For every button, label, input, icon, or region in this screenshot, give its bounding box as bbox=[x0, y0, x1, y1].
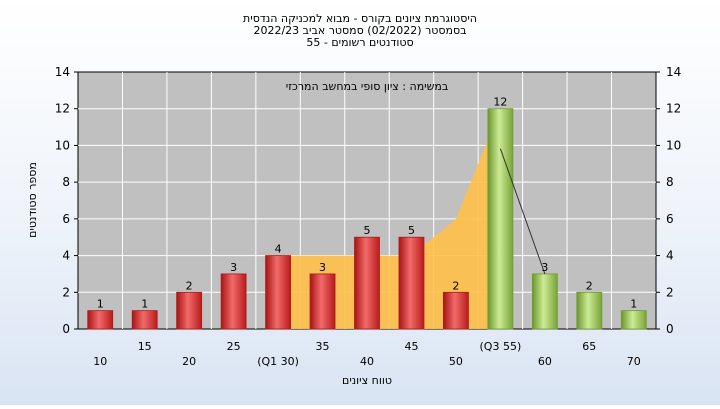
value-label-4: 4 bbox=[275, 243, 282, 256]
value-label-1: 1 bbox=[141, 298, 148, 311]
y-axis-label: מספר סטודנטים bbox=[26, 162, 39, 238]
gridlines bbox=[78, 72, 656, 329]
y-tick-label-left-6: 6 bbox=[62, 212, 70, 226]
value-label-9: 12 bbox=[493, 96, 507, 109]
x-tick-label-1: 15 bbox=[138, 340, 152, 353]
x-tick-label-0: 10 bbox=[93, 355, 107, 368]
x-tick-label-2: 20 bbox=[182, 355, 196, 368]
chart-title-line-1: היסטוגרמת ציונים בקורס - מבוא למכניקה הנ… bbox=[243, 12, 477, 25]
bar-6 bbox=[354, 236, 380, 330]
x-tick-label-12: 70 bbox=[627, 355, 641, 368]
y-tick-label-right-0: 0 bbox=[666, 322, 674, 336]
y-tick-label-left-10: 10 bbox=[55, 138, 70, 152]
value-label-12: 1 bbox=[630, 298, 637, 311]
value-label-3: 3 bbox=[230, 261, 237, 274]
bar-4 bbox=[265, 255, 291, 330]
bar-10 bbox=[531, 273, 558, 330]
x-tick-label-4: (Q1 30) bbox=[257, 355, 299, 368]
value-label-8: 2 bbox=[452, 279, 459, 292]
x-tick-label-3: 25 bbox=[227, 340, 241, 353]
x-tick-label-11: 65 bbox=[582, 340, 596, 353]
value-label-6: 5 bbox=[364, 224, 371, 237]
value-label-0: 1 bbox=[97, 298, 104, 311]
chart-title-line-3: סטודנטים רשומים - 55 bbox=[306, 36, 413, 49]
trend-line bbox=[499, 148, 546, 275]
x-tick-label-6: 40 bbox=[360, 355, 374, 368]
value-label-10: 3 bbox=[541, 261, 548, 274]
y-tick-label-left-0: 0 bbox=[62, 322, 70, 336]
y-tick-label-right-2: 2 bbox=[666, 285, 674, 299]
x-axis-label: טווח ציונים bbox=[342, 374, 392, 387]
bar-0 bbox=[87, 310, 114, 330]
bar-12 bbox=[620, 310, 647, 330]
y-tick-label-left-14: 14 bbox=[55, 65, 70, 79]
x-tick-label-7: 45 bbox=[404, 340, 418, 353]
y-tick-label-right-10: 10 bbox=[666, 138, 681, 152]
bar-2 bbox=[176, 291, 203, 330]
y-tick-label-left-4: 4 bbox=[62, 249, 70, 263]
value-label-7: 5 bbox=[408, 224, 415, 237]
trend-line-group bbox=[499, 148, 546, 275]
chart-title-line-2: בסמסטר (02/2022) סמסטר אביב 2022/23 bbox=[253, 24, 466, 37]
bar-11 bbox=[576, 291, 603, 330]
x-tick-label-5: 35 bbox=[316, 340, 330, 353]
y-tick-label-right-6: 6 bbox=[666, 212, 674, 226]
x-tick-label-10: 60 bbox=[538, 355, 552, 368]
value-label-11: 2 bbox=[586, 279, 593, 292]
x-tick-label-9: (Q3 55) bbox=[480, 340, 522, 353]
y-tick-label-right-8: 8 bbox=[666, 175, 674, 189]
bar-8 bbox=[443, 291, 469, 330]
bars-group bbox=[87, 108, 647, 330]
y-tick-label-right-12: 12 bbox=[666, 102, 681, 116]
bar-9 bbox=[487, 108, 514, 330]
bar-1 bbox=[131, 310, 158, 330]
y-tick-label-right-4: 4 bbox=[666, 249, 674, 263]
plot-annotation: במשימה : ציון סופי במחשב המרכזי bbox=[286, 80, 449, 93]
x-tick-label-8: 50 bbox=[449, 355, 463, 368]
bar-7 bbox=[398, 236, 425, 330]
value-label-5: 3 bbox=[319, 261, 326, 274]
y-tick-label-right-14: 14 bbox=[666, 65, 681, 79]
y-tick-label-left-8: 8 bbox=[62, 175, 70, 189]
bar-3 bbox=[220, 273, 247, 330]
y-tick-label-left-12: 12 bbox=[55, 102, 70, 116]
y-tick-label-left-2: 2 bbox=[62, 285, 70, 299]
value-label-2: 2 bbox=[186, 279, 193, 292]
chart-title: היסטוגרמת ציונים בקורס - מבוא למכניקה הנ… bbox=[243, 12, 477, 49]
bar-5 bbox=[309, 273, 336, 330]
